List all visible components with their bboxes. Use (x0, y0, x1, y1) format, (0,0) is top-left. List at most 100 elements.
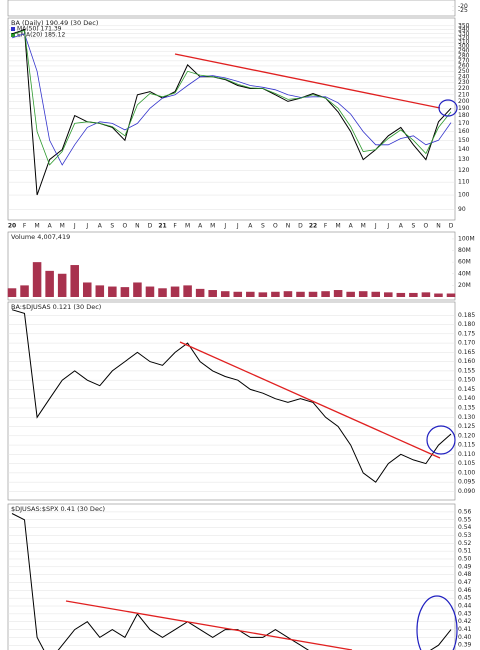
legend-swatch (11, 33, 15, 37)
y-tick-label: 0.175 (458, 330, 475, 337)
y-tick-label: 350 (458, 22, 470, 29)
panel-frame (7, 231, 456, 301)
y-tick-label: 0.145 (458, 386, 475, 393)
panel-frame (7, 17, 456, 221)
panel-frame (7, 301, 456, 501)
y-tick-label: 250 (458, 68, 470, 75)
x-tick-label: S (110, 223, 114, 230)
volume-bar (170, 286, 180, 297)
y-tick-label: 120 (458, 167, 470, 174)
x-tick-label: J (236, 223, 239, 230)
x-tick-label: F (23, 223, 27, 230)
volume-bar (434, 293, 443, 297)
panel-frame (7, 0, 456, 17)
y-tick-label: 20M (458, 282, 471, 289)
x-tick-label: D (148, 223, 153, 230)
y-tick-label: 0.090 (458, 488, 475, 495)
y-tick-label: 80M (458, 247, 471, 254)
trend-line (174, 53, 441, 109)
panel-title: $DJUSAS:$SPX 0.41 (30 Dec) (11, 505, 105, 513)
y-tick-label: 100 (458, 192, 470, 199)
y-tick-label: 0.41 (458, 626, 472, 633)
trend-line (65, 600, 353, 650)
y-tick-label: 220 (458, 85, 470, 92)
x-tick-label: N (436, 223, 441, 230)
x-tick-label: J (85, 223, 88, 230)
y-tick-label: 0.50 (458, 555, 472, 562)
y-tick-label: 0.40 (458, 634, 472, 641)
y-tick-label: 0.170 (458, 340, 475, 347)
y-tick-label: 0.45 (458, 595, 472, 602)
legend-label: MA(50) 171.39 (17, 26, 62, 33)
x-tick-label: J (374, 223, 377, 230)
y-tick-label: 0.115 (458, 442, 475, 449)
x-tick-label: A (248, 223, 253, 230)
volume-bar (158, 288, 167, 297)
y-tick-label: 100M (458, 235, 475, 242)
volume-bar (70, 265, 79, 297)
volume-bar (371, 291, 381, 297)
volume-bar (82, 282, 92, 297)
y-tick-label: 110 (458, 179, 470, 186)
y-tick-label: 190 (458, 105, 470, 112)
volume-bar (308, 291, 318, 297)
y-tick-label: 0.135 (458, 404, 475, 411)
x-tick-label: O (424, 223, 429, 230)
y-tick-label: 180 (458, 112, 470, 119)
y-tick-label: 270 (458, 57, 470, 64)
y-tick-label: 0.51 (458, 548, 472, 555)
legend-swatch (11, 27, 15, 31)
y-tick-label: 230 (458, 79, 470, 86)
x-tick-label: M (361, 223, 366, 230)
data-line (11, 29, 452, 166)
volume-bar (446, 293, 456, 297)
y-tick-label: 0.55 (458, 516, 472, 523)
x-tick-label: 21 (158, 223, 166, 230)
y-tick-label: -20 (458, 3, 468, 10)
volume-bar (296, 291, 305, 297)
y-tick-label: 60M (458, 259, 471, 266)
y-tick-label: 0.120 (458, 432, 475, 439)
y-tick-label: 300 (458, 43, 470, 50)
y-tick-label: 290 (458, 48, 470, 55)
volume-bar (333, 290, 343, 297)
y-tick-label: 0.52 (458, 540, 472, 547)
y-tick-label: 0.49 (458, 563, 472, 570)
x-tick-label: D (449, 223, 454, 230)
x-tick-label: 20 (8, 223, 16, 230)
y-tick-label: 0.140 (458, 395, 475, 402)
y-tick-label: 130 (458, 156, 470, 163)
panel-frame (7, 503, 456, 650)
y-tick-label: 0.53 (458, 532, 472, 539)
x-tick-label: N (286, 223, 291, 230)
volume-bar (409, 292, 418, 297)
x-tick-label: S (261, 223, 265, 230)
highlight-circle (438, 99, 458, 117)
annotations (65, 53, 458, 650)
x-tick-label: A (98, 223, 103, 230)
x-tick-label: J (223, 223, 226, 230)
data-line (11, 33, 452, 166)
volume-bar (321, 291, 330, 297)
x-tick-label: J (73, 223, 76, 230)
y-tick-label: 160 (458, 128, 470, 135)
x-tick-label: F (173, 223, 177, 230)
panel-title: Volume 4,007,419 (11, 233, 70, 241)
volume-bar (271, 291, 280, 297)
x-tick-label: D (298, 223, 303, 230)
volume-bar (45, 270, 54, 297)
volume-bar (246, 291, 255, 297)
volume-bar (208, 290, 217, 297)
x-tick-label: J (386, 223, 389, 230)
volume-bar (120, 287, 130, 297)
y-tick-label: 0.125 (458, 423, 475, 430)
x-tick-label: O (123, 223, 128, 230)
y-tick-label: 0.39 (458, 642, 472, 649)
y-tick-label: 280 (458, 52, 470, 59)
highlight-circle (416, 595, 458, 650)
x-tick-label: M (60, 223, 65, 230)
volume-bar (346, 291, 355, 297)
x-tick-label: A (198, 223, 203, 230)
y-tick-label: 0.47 (458, 579, 472, 586)
